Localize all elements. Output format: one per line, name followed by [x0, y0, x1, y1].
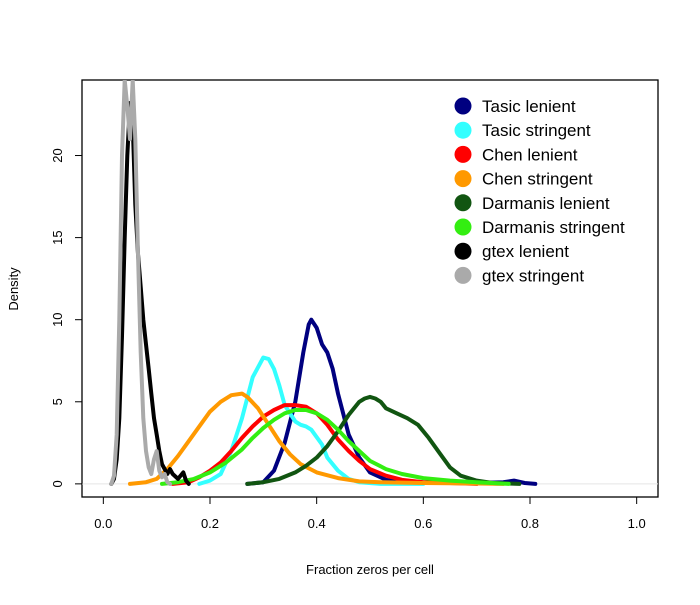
legend-swatch [454, 170, 472, 188]
legend-item-gtex-stringent: gtex stringent [454, 266, 584, 285]
legend-item-gtex-lenient: gtex lenient [454, 242, 569, 261]
x-axis: 0.0 0.2 0.4 0.6 0.8 1.0 [94, 496, 646, 531]
legend: Tasic lenient Tasic stringent Chen lenient… [454, 97, 625, 285]
legend-label: gtex lenient [482, 242, 569, 261]
series-line-tasic-stringent [197, 355, 426, 486]
x-tick-label: 0.8 [521, 516, 539, 531]
series-line-darmanis-lenient [245, 394, 522, 486]
series-line-chen-lenient [170, 403, 479, 486]
legend-swatch [454, 145, 472, 163]
plot-frame [81, 79, 659, 498]
legend-item-darmanis-stringent: Darmanis stringent [454, 218, 625, 237]
series-line-chen-stringent [128, 391, 506, 486]
legend-label: Tasic lenient [482, 97, 576, 116]
legend-label: gtex stringent [482, 266, 584, 285]
x-tick-label: 1.0 [628, 516, 646, 531]
legend-label: Chen stringent [482, 170, 593, 189]
legend-swatch [454, 266, 472, 284]
series-line-gtex-lenient [109, 101, 191, 486]
legend-swatch [454, 194, 472, 212]
legend-swatch [454, 97, 472, 115]
y-axis-title: Density [6, 267, 21, 311]
legend-swatch [454, 121, 472, 139]
legend-label: Chen lenient [482, 145, 578, 164]
legend-label: Darmanis lenient [482, 194, 610, 213]
y-axis: 0 5 10 15 20 [50, 148, 83, 487]
x-tick-label: 0.0 [94, 516, 112, 531]
y-tick-label: 15 [50, 230, 65, 244]
series-line-darmanis-stringent [160, 408, 511, 486]
legend-label: Darmanis stringent [482, 218, 625, 237]
legend-label: Tasic stringent [482, 121, 591, 140]
legend-swatch [454, 242, 472, 260]
series-line-gtex-stringent [109, 80, 172, 486]
legend-item-darmanis-lenient: Darmanis lenient [454, 194, 610, 213]
series-line-tasic-lenient [245, 317, 538, 486]
x-tick-label: 0.6 [414, 516, 432, 531]
x-tick-label: 0.4 [308, 516, 326, 531]
x-axis-title: Fraction zeros per cell [306, 562, 434, 577]
legend-swatch [454, 218, 472, 236]
legend-item-tasic-lenient: Tasic lenient [454, 97, 576, 116]
x-tick-label: 0.2 [201, 516, 219, 531]
y-tick-label: 0 [50, 480, 65, 487]
series-layer [109, 80, 538, 486]
y-tick-label: 10 [50, 312, 65, 326]
y-tick-label: 5 [50, 398, 65, 405]
legend-item-chen-stringent: Chen stringent [454, 170, 593, 189]
legend-item-tasic-stringent: Tasic stringent [454, 121, 591, 140]
legend-item-chen-lenient: Chen lenient [454, 145, 578, 164]
y-tick-label: 20 [50, 148, 65, 162]
